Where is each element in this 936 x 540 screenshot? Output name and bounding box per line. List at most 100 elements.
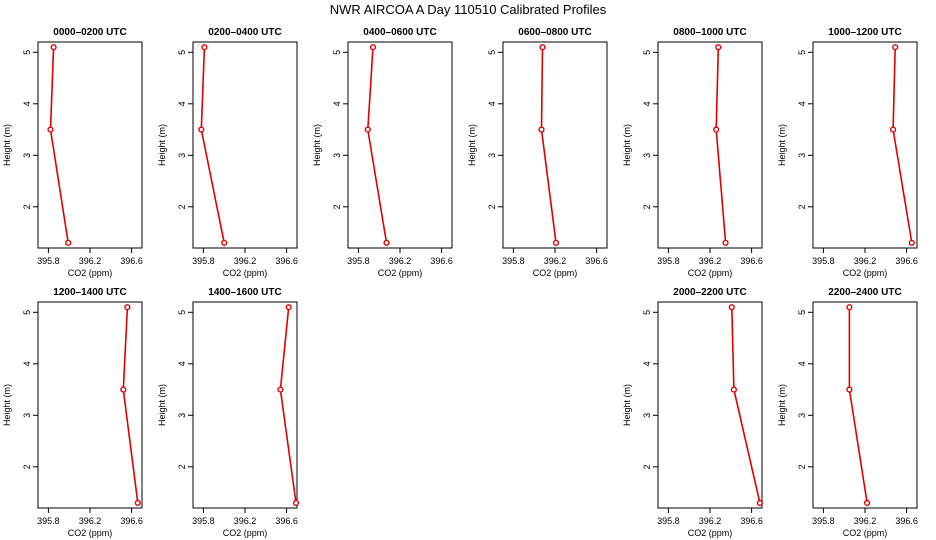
x-tick-label: 396.2 (234, 256, 257, 266)
profile-line (892, 47, 913, 243)
x-tick-label: 396.6 (740, 516, 763, 526)
profile-line (540, 47, 557, 243)
y-tick-label: 5 (487, 50, 497, 55)
profile-panel: 0200–0400 UTC 395.8 396.2 396.6 2 3 4 5 CO2 (ppm… (157, 27, 298, 278)
x-tick-label: 395.8 (657, 256, 680, 266)
data-point (552, 239, 560, 246)
data-point (50, 44, 57, 51)
x-tick-label: 396.2 (699, 256, 722, 266)
data-point (198, 126, 205, 133)
profile-panel: 0600–0800 UTC 395.8 396.2 396.6 2 3 4 5 CO2 (ppm… (467, 27, 608, 278)
data-point (715, 44, 722, 51)
data-point (364, 126, 371, 133)
panel-title: 0600–0800 UTC (518, 27, 591, 38)
y-tick-label: 2 (22, 464, 32, 469)
y-axis-title: Height (m) (622, 384, 632, 426)
data-point (892, 44, 899, 51)
data-point (730, 386, 738, 393)
x-axis-title: CO2 (ppm) (68, 268, 113, 278)
x-tick-label: 396.2 (854, 256, 877, 266)
y-tick-label: 2 (22, 204, 32, 209)
figure-title: NWR AIRCOA A Day 110510 Calibrated Profi… (330, 2, 607, 17)
plot-frame (502, 41, 608, 249)
data-point (134, 499, 141, 507)
x-tick-label: 396.2 (544, 256, 567, 266)
y-axis-title: Height (m) (312, 124, 322, 166)
panel-title: 0200–0400 UTC (208, 27, 281, 38)
x-tick-label: 396.6 (740, 256, 763, 266)
x-tick-label: 395.8 (192, 516, 215, 526)
profile-panel: 0800–1000 UTC 395.8 396.2 396.6 2 3 4 5 CO2 (ppm… (622, 27, 763, 278)
x-tick-label: 395.8 (657, 516, 680, 526)
data-point (908, 239, 915, 246)
y-tick-label: 3 (177, 153, 187, 158)
x-tick-label: 395.8 (192, 256, 215, 266)
data-point (277, 386, 284, 393)
x-tick-label: 396.6 (275, 256, 298, 266)
panel-title: 2200–2400 UTC (828, 287, 901, 298)
y-tick-label: 2 (642, 204, 652, 209)
data-point (722, 239, 729, 246)
y-tick-label: 3 (22, 413, 32, 418)
plot-frame (657, 41, 763, 249)
data-point (846, 386, 853, 393)
profile-panel: 2000–2200 UTC 395.8 396.2 396.6 2 3 4 5 CO2 (ppm… (622, 287, 764, 538)
profile-panel: 2200–2400 UTC 395.8 396.2 396.6 2 3 4 5 CO2 (ppm… (777, 287, 918, 538)
x-tick-label: 396.6 (275, 516, 298, 526)
y-tick-label: 5 (22, 50, 32, 55)
x-tick-label: 396.2 (389, 256, 412, 266)
panel-title: 1400–1600 UTC (208, 287, 281, 298)
y-tick-label: 5 (797, 50, 807, 55)
y-tick-label: 2 (797, 204, 807, 209)
y-tick-label: 2 (642, 464, 652, 469)
data-point (120, 386, 127, 393)
data-point (538, 126, 545, 133)
y-tick-label: 4 (797, 361, 807, 366)
y-tick-label: 2 (177, 464, 187, 469)
x-tick-label: 396.6 (585, 256, 608, 266)
x-axis-title: CO2 (ppm) (68, 528, 113, 538)
data-point (369, 44, 377, 51)
panel-title: 0400–0600 UTC (363, 27, 436, 38)
x-axis-title: CO2 (ppm) (843, 268, 888, 278)
x-tick-label: 396.6 (895, 516, 918, 526)
data-point (846, 304, 853, 311)
y-tick-label: 3 (797, 413, 807, 418)
plot-frame (192, 301, 298, 509)
y-tick-label: 4 (22, 361, 32, 366)
y-tick-label: 4 (177, 361, 187, 366)
y-tick-label: 5 (177, 50, 187, 55)
x-tick-label: 396.2 (79, 516, 102, 526)
y-axis-title: Height (m) (467, 124, 477, 166)
panel-title: 2000–2200 UTC (673, 287, 746, 298)
profile-line (715, 47, 727, 243)
plot-frame (657, 301, 763, 509)
panel-title: 0000–0200 UTC (53, 27, 126, 38)
y-axis-title: Height (m) (157, 124, 167, 166)
y-tick-label: 4 (22, 101, 32, 106)
x-axis-title: CO2 (ppm) (843, 528, 888, 538)
x-axis-title: CO2 (ppm) (378, 268, 423, 278)
x-tick-label: 396.6 (120, 256, 143, 266)
data-point (756, 499, 764, 507)
profile-panel: 1400–1600 UTC 395.8 396.2 396.6 2 3 4 5 CO2 (ppm… (157, 287, 300, 538)
data-point (285, 304, 292, 311)
data-point (728, 304, 735, 311)
y-axis-title: Height (m) (157, 384, 167, 426)
y-tick-label: 2 (487, 204, 497, 209)
y-tick-label: 4 (177, 101, 187, 106)
x-tick-label: 396.6 (120, 516, 143, 526)
profile-panel: 1200–1400 UTC 395.8 396.2 396.6 2 3 4 5 CO2 (ppm… (2, 287, 143, 538)
y-axis-title: Height (m) (2, 384, 12, 426)
y-tick-label: 3 (642, 153, 652, 158)
x-tick-label: 395.8 (812, 516, 835, 526)
x-axis-title: CO2 (ppm) (223, 268, 268, 278)
data-point (292, 499, 300, 507)
y-axis-title: Height (m) (622, 124, 632, 166)
x-tick-label: 396.6 (895, 256, 918, 266)
data-point (539, 44, 546, 51)
data-point (889, 126, 897, 133)
plot-frame (192, 41, 298, 249)
profile-line (848, 307, 868, 504)
